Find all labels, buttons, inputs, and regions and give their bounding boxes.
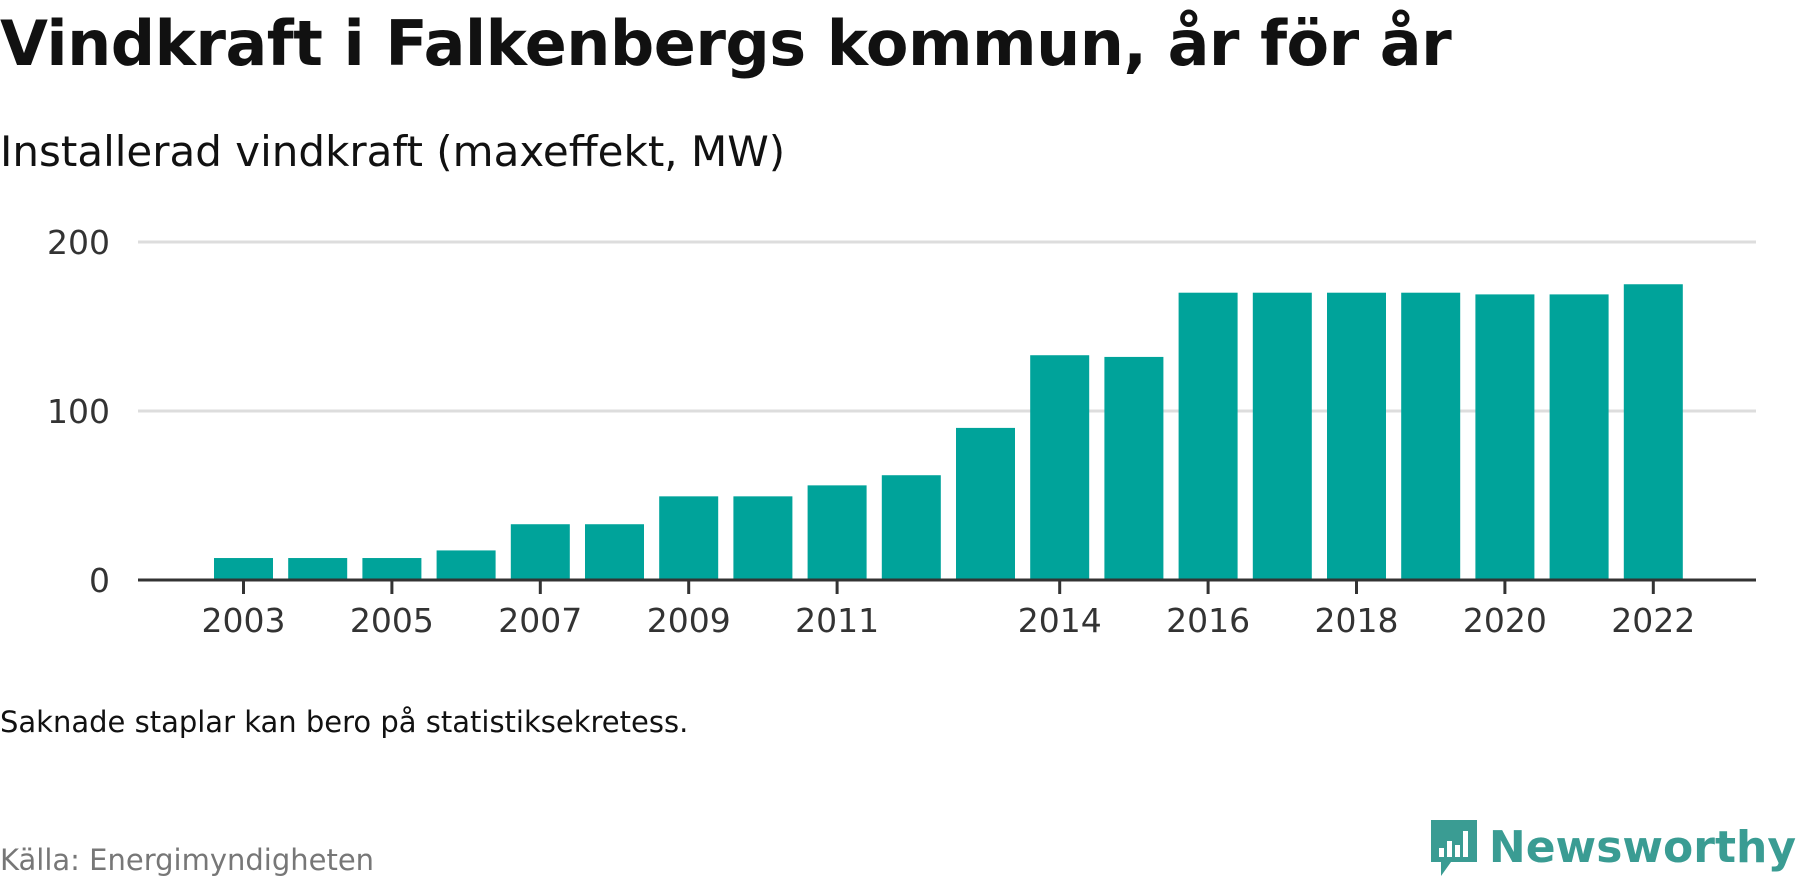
bar: [733, 496, 793, 580]
chart-subtitle: Installerad vindkraft (maxeffekt, MW): [0, 127, 786, 176]
bar: [1475, 294, 1535, 580]
bar: [1623, 284, 1683, 580]
bar: [956, 427, 1015, 580]
x-tick-label: 2009: [647, 601, 731, 640]
x-tick-label: 2005: [350, 601, 434, 640]
bar: [510, 524, 570, 580]
x-tick-label: 2003: [202, 601, 286, 640]
y-tick-label: 200: [47, 223, 110, 262]
y-tick-label: 0: [89, 561, 110, 600]
bar: [1030, 355, 1090, 580]
bar: [585, 524, 644, 580]
newsworthy-logo-icon: [1430, 820, 1477, 876]
chart-title: Vindkraft i Falkenbergs kommun, år för å…: [0, 7, 1452, 80]
x-tick-label: 2014: [1018, 601, 1102, 640]
bar: [881, 475, 941, 580]
bar: [1104, 356, 1164, 580]
bar: [1252, 292, 1312, 580]
bar: [214, 558, 273, 580]
brand-name: Newsworthy: [1488, 822, 1796, 873]
bar: [807, 485, 867, 580]
bar-chart: 0 100 200 2003 2005 2007 2009 2011 2014 2016 2018 2…: [47, 223, 1756, 640]
x-tick-label: 2016: [1166, 601, 1250, 640]
x-tick-label: 2018: [1315, 601, 1399, 640]
bar: [1178, 292, 1238, 580]
bar: [659, 496, 719, 580]
x-tick-label: 2020: [1463, 601, 1547, 640]
bar: [1401, 292, 1461, 580]
bar: [1549, 294, 1609, 580]
source-label: Källa: Energimyndigheten: [0, 843, 375, 877]
x-tick-label: 2007: [498, 601, 582, 640]
x-tick-label: 2022: [1611, 601, 1695, 640]
bar: [362, 558, 422, 580]
x-tick-label: 2011: [795, 601, 879, 640]
footnote: Saknade staplar kan bero på statistiksek…: [0, 705, 689, 739]
bar: [288, 558, 348, 580]
bar: [1327, 292, 1386, 580]
y-tick-label: 100: [47, 392, 110, 431]
brand-logo: Newsworthy: [1429, 818, 1796, 878]
bar: [436, 550, 496, 580]
